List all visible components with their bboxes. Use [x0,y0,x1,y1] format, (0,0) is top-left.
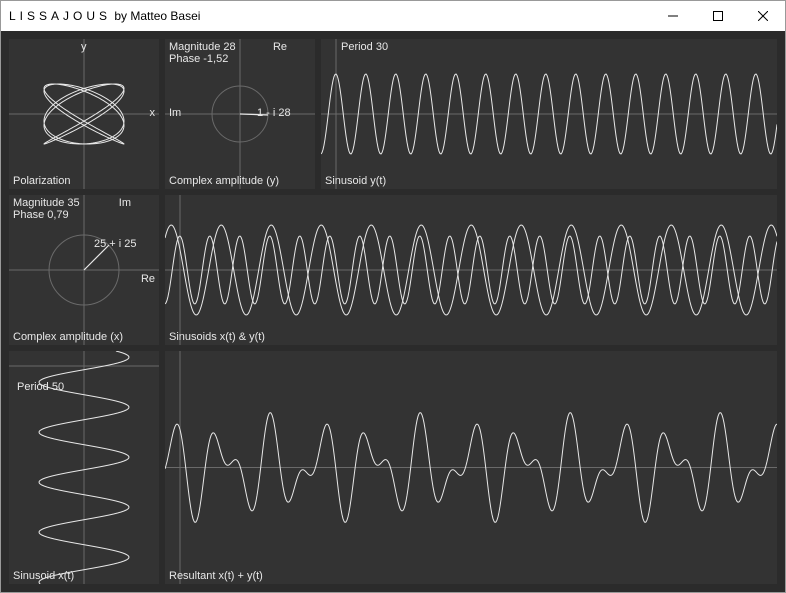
phase-label: Phase 0,79 [13,209,69,221]
panel-resultant[interactable]: Resultant x(t) + y(t) [165,351,777,584]
close-button[interactable] [740,1,785,31]
panel-label: Sinusoids x(t) & y(t) [169,331,265,343]
axis-im-label: Im [169,107,181,119]
panel-complex-amp-y[interactable]: Magnitude 28 Phase -1,52 Re Im 1 - i 28 … [165,39,315,189]
phase-label: Phase -1,52 [169,53,228,65]
mag-label: Magnitude 35 [13,197,80,209]
axis-x-label: x [150,107,156,119]
panel-label: Polarization [13,175,70,187]
panel-label: Complex amplitude (x) [13,331,123,343]
panel-sinusoid-x[interactable]: Period 50 Sinusoid x(t) [9,351,159,584]
plot-resultant [165,351,777,584]
panel-label: Sinusoid x(t) [13,570,74,582]
panel-label: Complex amplitude (y) [169,175,279,187]
content-area: y x Polarization Magnitude 28 Phase -1,5… [1,31,785,592]
axis-im-label: Im [119,197,131,209]
title-main: LISSAJOUS [9,9,111,23]
panel-label: Sinusoid y(t) [325,175,386,187]
panel-label: Resultant x(t) + y(t) [169,570,263,582]
panel-complex-amp-x[interactable]: Magnitude 35 Phase 0,79 Im Re 25 + i 25 … [9,195,159,345]
plot-polarization [9,39,159,189]
vector-text: 25 + i 25 [94,238,137,250]
plot-sin-y [321,39,777,189]
mag-label: Magnitude 28 [169,41,236,53]
minimize-button[interactable] [650,1,695,31]
axis-y-label: y [81,41,87,53]
app-window: LISSAJOUS by Matteo Basei y x Polarizati… [0,0,786,593]
plot-sin-xy [165,195,777,345]
titlebar: LISSAJOUS by Matteo Basei [1,1,785,31]
period-label: Period 50 [17,381,64,393]
axis-re-label: Re [273,41,287,53]
window-buttons [650,1,785,31]
window-title: LISSAJOUS by Matteo Basei [9,9,200,23]
period-label: Period 30 [341,41,388,53]
panel-sinusoids-xy[interactable]: Sinusoids x(t) & y(t) [165,195,777,345]
title-sub: by Matteo Basei [114,9,200,23]
vector-text: 1 - i 28 [257,107,291,119]
panel-polarization[interactable]: y x Polarization [9,39,159,189]
maximize-button[interactable] [695,1,740,31]
axis-re-label: Re [141,273,155,285]
panel-sinusoid-y[interactable]: Period 30 Sinusoid y(t) [321,39,777,189]
